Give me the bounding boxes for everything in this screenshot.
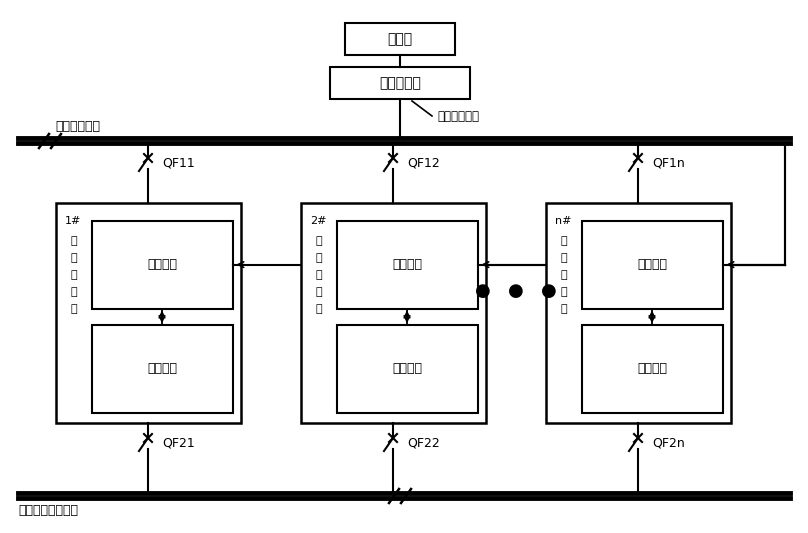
Bar — [301, 203, 486, 423]
Text: 岸电电源供电母线: 岸电电源供电母线 — [18, 505, 78, 518]
Text: 频: 频 — [315, 287, 322, 297]
Text: 2#: 2# — [310, 216, 326, 226]
Text: 高: 高 — [560, 236, 567, 246]
Text: 压: 压 — [315, 253, 322, 263]
Text: QF12: QF12 — [407, 157, 440, 169]
Bar — [545, 203, 730, 423]
Text: ●   ●   ●: ● ● ● — [474, 282, 557, 300]
Text: 器: 器 — [70, 304, 77, 314]
Bar — [336, 221, 478, 309]
Text: 高: 高 — [315, 236, 322, 246]
Text: 多路单膜光纤: 多路单膜光纤 — [437, 110, 479, 124]
Bar — [336, 325, 478, 413]
Text: QF1n: QF1n — [652, 157, 684, 169]
Text: QF21: QF21 — [162, 437, 195, 449]
Bar — [582, 221, 722, 309]
Bar — [582, 325, 722, 413]
Text: QF11: QF11 — [162, 157, 195, 169]
Text: 功率单元: 功率单元 — [147, 362, 177, 376]
Text: 功率单元: 功率单元 — [392, 362, 422, 376]
Bar — [91, 325, 233, 413]
Text: 触摸屏: 触摸屏 — [388, 32, 413, 46]
Text: 主控制板: 主控制板 — [637, 258, 667, 271]
Bar — [56, 203, 241, 423]
Text: 器: 器 — [315, 304, 322, 314]
Bar — [330, 67, 470, 99]
Text: 压: 压 — [70, 253, 77, 263]
Text: 频: 频 — [560, 287, 567, 297]
Text: 1#: 1# — [65, 216, 82, 226]
Bar — [91, 221, 233, 309]
Text: 主控制板: 主控制板 — [392, 258, 422, 271]
Text: 器: 器 — [560, 304, 567, 314]
Text: 压: 压 — [560, 253, 567, 263]
Text: 主控制板: 主控制板 — [147, 258, 177, 271]
Text: 信号调制板: 信号调制板 — [379, 76, 421, 90]
Text: 输入高压母线: 输入高压母线 — [55, 119, 100, 133]
Bar — [345, 23, 455, 55]
Text: QF22: QF22 — [407, 437, 440, 449]
Text: 高: 高 — [70, 236, 77, 246]
Text: n#: n# — [555, 216, 572, 226]
Text: 变: 变 — [70, 270, 77, 280]
Text: 变: 变 — [315, 270, 322, 280]
Text: 功率单元: 功率单元 — [637, 362, 667, 376]
Text: 变: 变 — [560, 270, 567, 280]
Text: 频: 频 — [70, 287, 77, 297]
Text: QF2n: QF2n — [652, 437, 684, 449]
